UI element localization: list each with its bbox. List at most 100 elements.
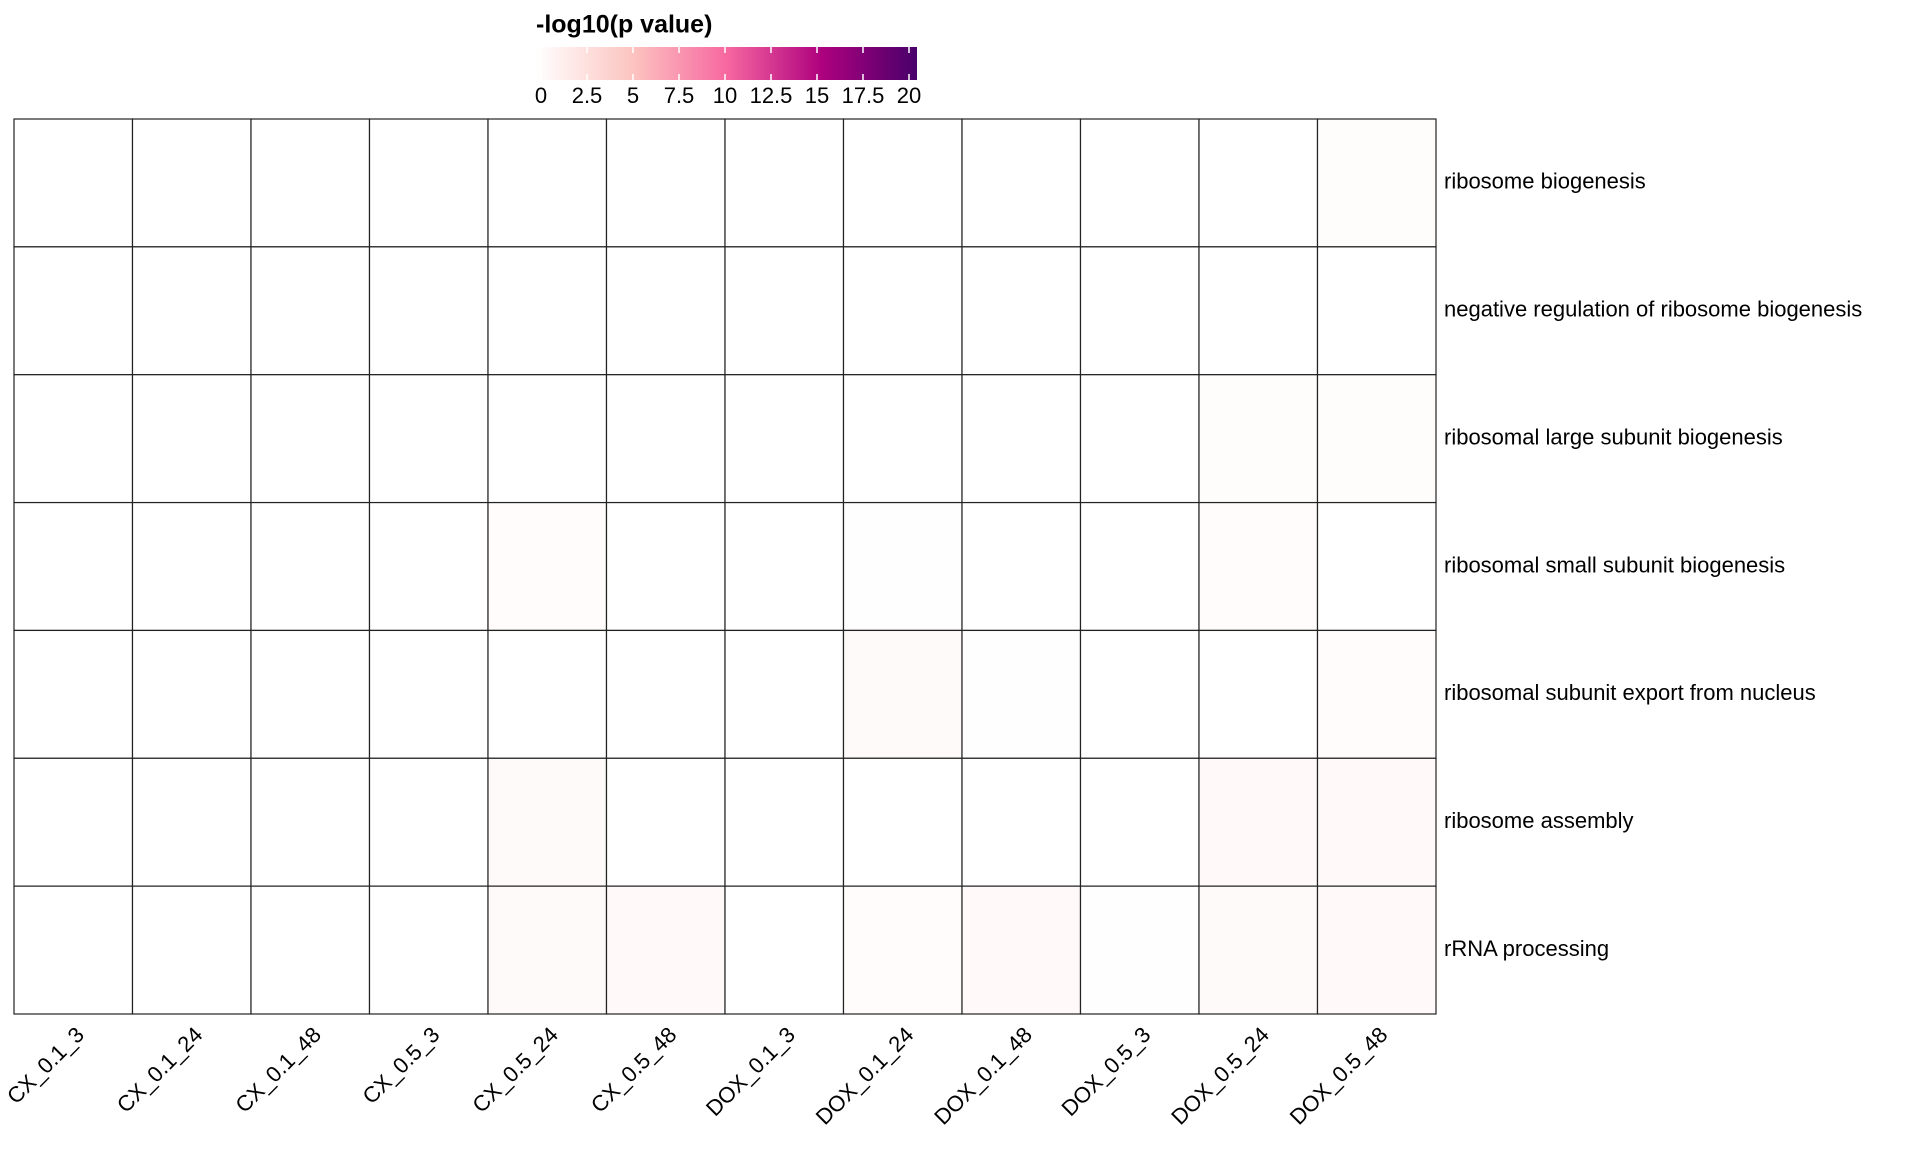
- heatmap-cell: [724, 118, 845, 248]
- column-label: DOX_0.5_3: [1056, 1022, 1155, 1121]
- heatmap-cell: [13, 118, 134, 248]
- column-label: DOX_0.1_48: [929, 1022, 1037, 1130]
- heatmap-cell: [1079, 118, 1200, 248]
- heatmap-cell: [724, 629, 845, 759]
- heatmap-cell: [842, 629, 963, 759]
- heatmap-cell: [1316, 118, 1437, 248]
- heatmap-cell: [13, 246, 134, 376]
- heatmap-cell: [131, 629, 252, 759]
- colorbar-tick-label: 17.5: [842, 83, 885, 108]
- column-label: DOX_0.1_24: [811, 1022, 919, 1130]
- heatmap-cell: [1198, 629, 1319, 759]
- row-label: ribosomal large subunit biogenesis: [1444, 424, 1783, 449]
- heatmap-cell: [961, 629, 1082, 759]
- heatmap-cell: [487, 374, 608, 504]
- heatmap-cell: [961, 118, 1082, 248]
- row-label: ribosome assembly: [1444, 808, 1634, 833]
- heatmap-cell: [1079, 629, 1200, 759]
- heatmap-cell: [487, 246, 608, 376]
- heatmap-cell: [250, 118, 371, 248]
- colorbar-tick-label: 5: [627, 83, 639, 108]
- heatmap-cell: [961, 885, 1082, 1015]
- heatmap-cell: [487, 501, 608, 632]
- heatmap-cell: [250, 757, 371, 887]
- heatmap-cell: [368, 118, 489, 248]
- row-label: ribosomal subunit export from nucleus: [1444, 680, 1816, 705]
- column-label: DOX_0.5_24: [1166, 1022, 1274, 1130]
- heatmap-cell: [368, 885, 489, 1015]
- heatmap-cell: [605, 885, 726, 1015]
- heatmap-cell: [1316, 885, 1437, 1015]
- heatmap-cell: [1316, 374, 1437, 504]
- heatmap-cell: [605, 501, 726, 632]
- row-label: rRNA processing: [1444, 936, 1609, 961]
- heatmap-cell: [131, 246, 252, 376]
- heatmap-cell: [13, 757, 134, 887]
- heatmap-cell: [1079, 885, 1200, 1015]
- heatmap-cell: [1079, 246, 1200, 376]
- heatmap-cell: [605, 374, 726, 504]
- colorbar-tick-label: 0: [535, 83, 547, 108]
- heatmap-cell: [724, 757, 845, 887]
- heatmap-cell: [842, 501, 963, 632]
- heatmap-cell: [1198, 885, 1319, 1015]
- heatmap-cell: [250, 246, 371, 376]
- heatmap-cell: [131, 118, 252, 248]
- heatmap-cell: [724, 246, 845, 376]
- heatmap-cell: [605, 629, 726, 759]
- heatmap-cell: [1316, 757, 1437, 887]
- column-label: CX_0.5_24: [467, 1022, 563, 1118]
- heatmap-cell: [605, 246, 726, 376]
- heatmap-cell: [724, 501, 845, 632]
- heatmap-cell: [250, 885, 371, 1015]
- column-label: CX_0.5_48: [586, 1022, 682, 1118]
- column-label: CX_0.5_3: [358, 1022, 445, 1109]
- heatmap-cell: [487, 885, 608, 1015]
- heatmap-cell: [961, 246, 1082, 376]
- heatmap-cell: [1198, 757, 1319, 887]
- heatmap-cell: [487, 118, 608, 248]
- heatmap-cell: [1316, 246, 1437, 376]
- heatmap-cell: [842, 757, 963, 887]
- heatmap-cell: [724, 885, 845, 1015]
- column-label: CX_0.1_24: [112, 1022, 208, 1118]
- heatmap-cell: [1079, 501, 1200, 632]
- column-label: DOX_0.1_3: [701, 1022, 800, 1121]
- heatmap-cell: [131, 374, 252, 504]
- heatmap-cell: [250, 629, 371, 759]
- heatmap-cell: [1079, 374, 1200, 504]
- colorbar-tick-label: 2.5: [572, 83, 603, 108]
- heatmap-cell: [368, 501, 489, 632]
- row-label: ribosome biogenesis: [1444, 169, 1646, 194]
- column-label: CX_0.1_48: [230, 1022, 326, 1118]
- heatmap-cell: [131, 501, 252, 632]
- heatmap-cell: [1198, 374, 1319, 504]
- heatmap-cell: [13, 629, 134, 759]
- row-label: ribosomal small subunit biogenesis: [1444, 552, 1785, 577]
- heatmap-cell: [368, 757, 489, 887]
- heatmap-cell: [250, 501, 371, 632]
- heatmap-cell: [842, 885, 963, 1015]
- heatmap-cell: [842, 246, 963, 376]
- heatmap-cell: [961, 757, 1082, 887]
- heatmap-cell: [1198, 246, 1319, 376]
- heatmap-cell: [1316, 501, 1437, 632]
- heatmap-cell: [961, 501, 1082, 632]
- heatmap-cell: [13, 885, 134, 1015]
- heatmap-cell: [487, 757, 608, 887]
- heatmap-cell: [131, 885, 252, 1015]
- heatmap-cell: [13, 501, 134, 632]
- heatmap-cell: [605, 118, 726, 248]
- colorbar-tick-label: 15: [805, 83, 829, 108]
- heatmap-cell: [724, 374, 845, 504]
- heatmap-cell: [1079, 757, 1200, 887]
- heatmap-cell: [368, 629, 489, 759]
- colorbar-tick-label: 12.5: [750, 83, 793, 108]
- colorbar-tick-label: 20: [897, 83, 921, 108]
- column-label: CX_0.1_3: [2, 1022, 89, 1109]
- heatmap-cell: [131, 757, 252, 887]
- heatmap-cell: [250, 374, 371, 504]
- colorbar-title: -log10(p value): [536, 11, 712, 39]
- colorbar-tick-label: 7.5: [664, 83, 695, 108]
